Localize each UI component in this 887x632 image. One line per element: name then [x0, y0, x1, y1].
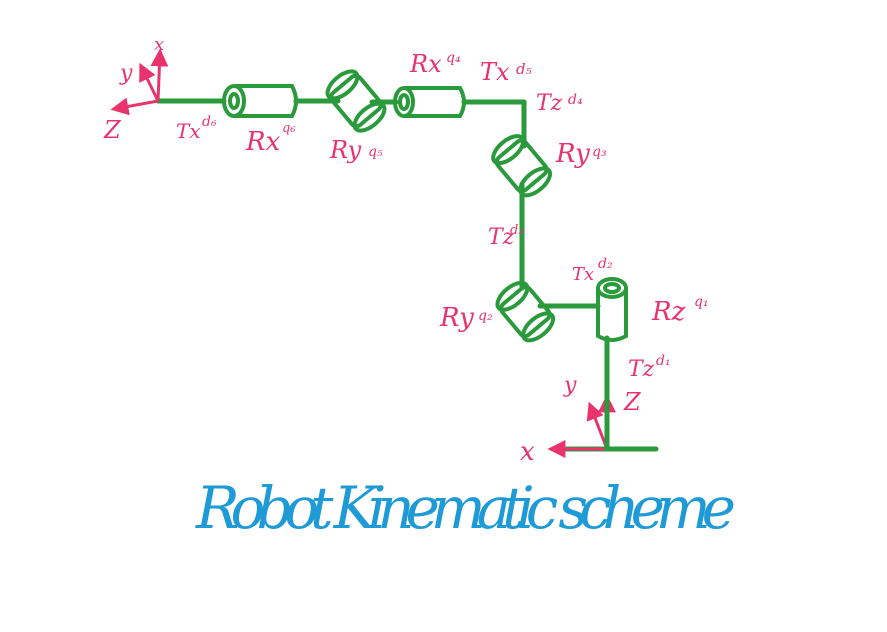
label-rz-q1: Rz q₁	[651, 294, 709, 327]
label-tz-d4: Tz d₄	[536, 91, 583, 116]
joint-rx-q6	[222, 84, 298, 118]
label-tx-d5-main: Tx	[480, 58, 510, 86]
label-tx-d6: Tx d₆	[176, 114, 217, 143]
label-rx-q6: Rx q₆	[245, 121, 296, 157]
diagram-title: Robot Kinematic scheme	[195, 474, 736, 542]
label-tx-d2-sub: d₂	[598, 256, 613, 272]
label-ry-q2-sub: q₂	[478, 308, 493, 324]
label-tz-d4-sub: d₄	[568, 92, 583, 108]
tool-y-axis-arrow	[139, 62, 160, 102]
label-rx-q4-sub: q₄	[446, 50, 461, 66]
tool-y-label: y	[119, 61, 133, 86]
joint-rx-q4	[393, 86, 466, 118]
label-tz-d4-main: Tz	[536, 91, 563, 116]
label-tz-d1: Tz d₁	[628, 353, 671, 382]
label-rx-q4-main: Rx	[409, 50, 442, 78]
label-tz-d1-sub: d₁	[656, 353, 671, 369]
label-tx-d2-main: Tx	[572, 264, 594, 285]
base-y-label: y	[563, 373, 577, 398]
label-ry-q2-main: Ry	[439, 303, 474, 333]
label-tz-d1-main: Tz	[628, 357, 655, 382]
joint-rz-q1	[596, 277, 628, 342]
label-tx-d6-main: Tx	[176, 119, 201, 143]
label-rz-q1-sub: q₁	[694, 294, 709, 310]
label-rx-q6-main: Rx	[245, 127, 281, 157]
label-tx-d2: Tx d₂	[572, 256, 613, 285]
label-tx-d5-sub: d₅	[516, 60, 532, 78]
label-rz-q1-main: Rz	[651, 297, 686, 327]
label-tz-d3-sub: d₃	[510, 223, 524, 238]
label-tz-d3: Tz d₃	[488, 223, 524, 250]
label-ry-q3-sub: q₃	[592, 144, 607, 160]
label-ry-q5-sub: q₅	[368, 144, 383, 160]
base-frame: x y Z	[520, 373, 659, 467]
label-ry-q5: Ry q₅	[329, 136, 383, 164]
label-ry-q3-main: Ry	[555, 139, 590, 169]
tool-x-label: x	[154, 34, 164, 55]
base-z-label: Z	[623, 388, 642, 416]
label-ry-q2: Ry q₂	[439, 303, 493, 333]
joint-ry-q2	[495, 280, 556, 343]
tool-x-axis-arrow	[150, 48, 169, 102]
label-ry-q3: Ry q₃	[555, 139, 607, 169]
tool-z-axis-arrow	[110, 97, 159, 116]
tool-frame: x y Z	[103, 34, 169, 144]
joint-ry-q5	[325, 69, 387, 133]
label-tx-d5: Tx d₅	[480, 58, 532, 86]
base-x-label: x	[520, 437, 535, 467]
tool-z-label: Z	[103, 116, 122, 144]
label-rx-q6-sub: q₆	[282, 121, 296, 136]
label-ry-q5-main: Ry	[329, 136, 362, 164]
label-tz-d3-main: Tz	[488, 225, 515, 250]
base-y-axis-arrow	[586, 401, 609, 450]
label-rx-q4: Rx q₄	[409, 50, 461, 78]
label-tx-d6-sub: d₆	[202, 114, 217, 130]
